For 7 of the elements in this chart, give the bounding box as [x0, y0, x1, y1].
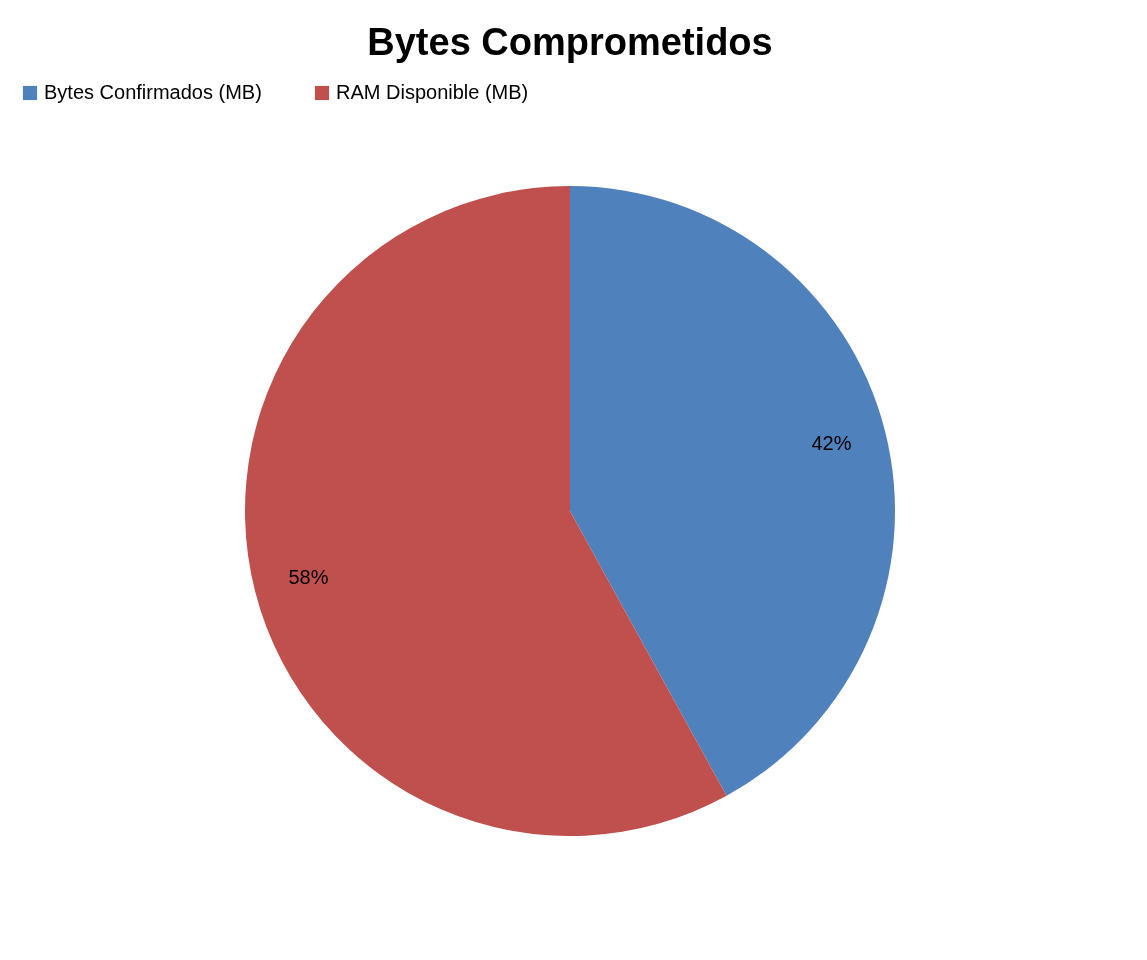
chart-title: Bytes Comprometidos — [367, 21, 773, 63]
data-label: 42% — [811, 431, 852, 454]
legend-label: Bytes Confirmados (MB) — [44, 81, 262, 103]
legend-label: RAM Disponible (MB) — [336, 81, 529, 103]
pie-slice — [570, 186, 895, 796]
pie-slice — [245, 186, 727, 836]
data-label: 58% — [288, 566, 329, 589]
